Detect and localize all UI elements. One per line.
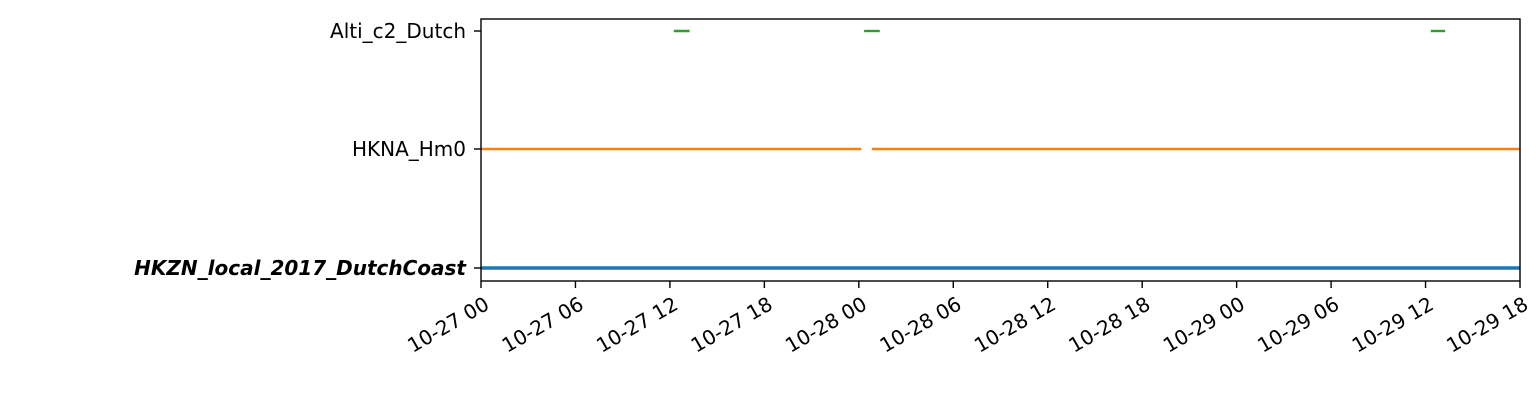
x-tick-label: 10-28 06 bbox=[875, 292, 965, 358]
x-tick-label: 10-27 00 bbox=[403, 292, 493, 358]
x-tick-label: 10-28 12 bbox=[970, 292, 1060, 358]
x-tick-label: 10-29 12 bbox=[1348, 292, 1438, 358]
y-tick-label: HKZN_local_2017_DutchCoast bbox=[134, 256, 467, 280]
x-tick-label: 10-29 18 bbox=[1442, 292, 1532, 358]
x-tick-label: 10-27 18 bbox=[687, 292, 777, 358]
x-tick-label: 10-28 00 bbox=[781, 292, 871, 358]
plot-area bbox=[481, 29, 1520, 270]
x-tick-label: 10-27 12 bbox=[592, 292, 682, 358]
x-tick-label: 10-27 06 bbox=[498, 292, 588, 358]
y-axis: HKZN_local_2017_DutchCoast HKNA_Hm0 Alti_c… bbox=[134, 19, 481, 280]
x-tick-label: 10-29 00 bbox=[1159, 292, 1249, 358]
x-tick-label: 10-29 06 bbox=[1253, 292, 1343, 358]
y-tick-label: Alti_c2_Dutch bbox=[330, 19, 466, 43]
x-axis: 10-27 00 10-27 06 10-27 12 10-27 18 10-28 00… bbox=[403, 281, 1532, 357]
y-tick-label: HKNA_Hm0 bbox=[352, 137, 466, 161]
x-tick-label: 10-28 18 bbox=[1064, 292, 1154, 358]
plot-frame bbox=[480, 18, 1521, 282]
